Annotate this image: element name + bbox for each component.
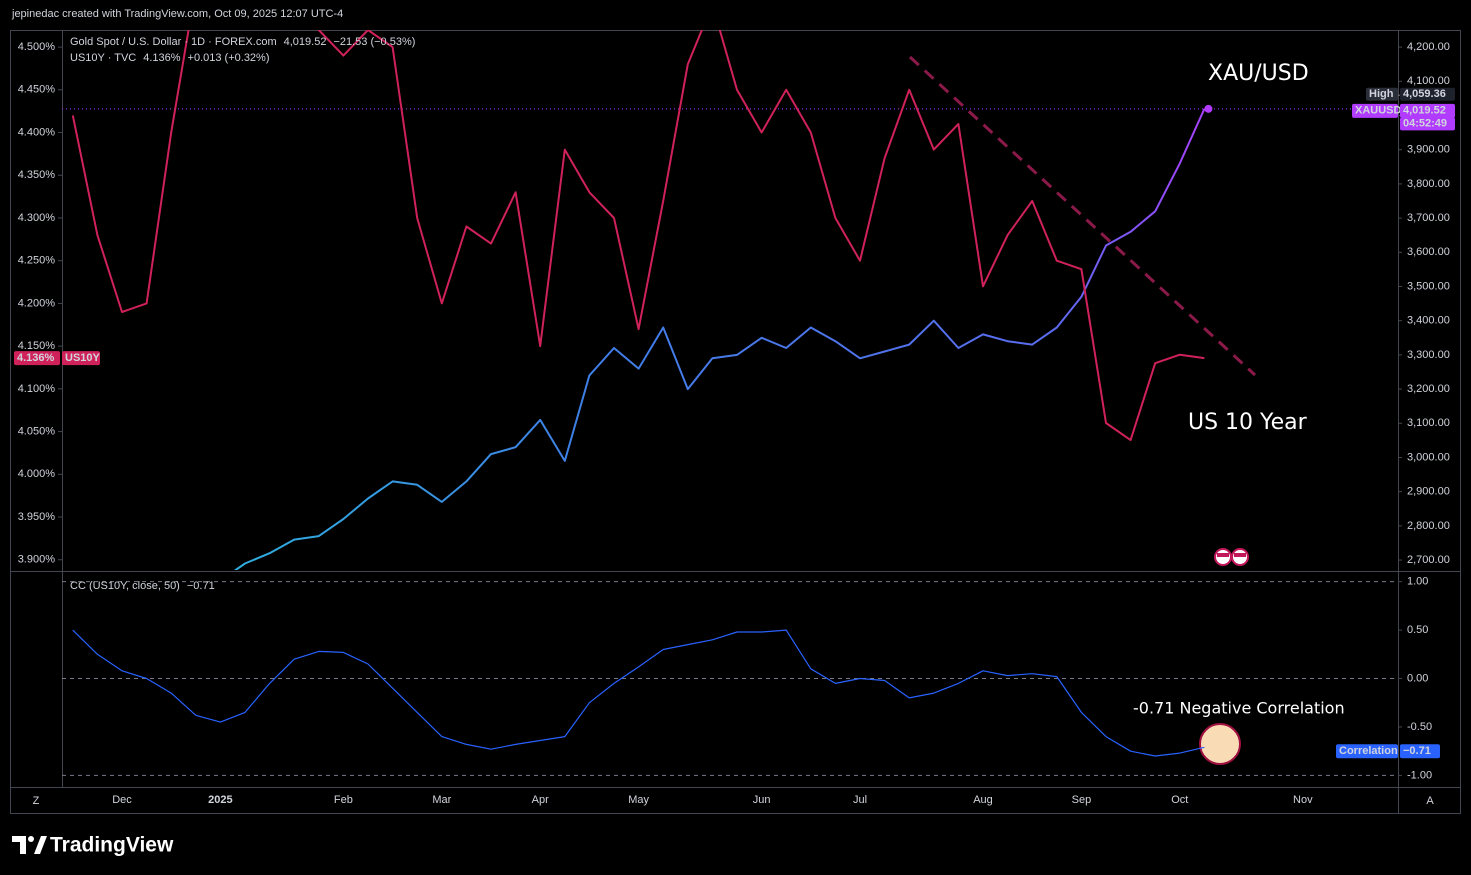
x-tick-label: 2025 [208,794,232,806]
y2-tick-label: 4,200.00 [1407,41,1450,53]
scale-button[interactable]: A [1426,795,1434,807]
y-tick-label: 4.100% [18,383,56,395]
legend-tag: Correlation [1339,745,1398,757]
brand-name: TradingView [50,834,174,857]
y-tick-label: 1.00 [1407,576,1428,588]
x-tick-label: Sep [1072,794,1092,806]
y-tick-label: 4.200% [18,297,56,309]
y-tick-label: -0.50 [1407,721,1432,733]
annotation: XAU/USD [1208,61,1309,86]
x-tick-label: Mar [432,794,451,806]
axis-label-box [14,351,60,366]
y-tick-label: 4.500% [18,41,56,53]
x-tick-label: Oct [1171,794,1188,806]
axis-label-box [1400,103,1455,118]
legend-text: CC (US10Y, close, 50) [70,580,180,592]
y-tick-label: 0.50 [1407,624,1428,636]
x-tick-label: Jul [853,794,867,806]
y2-tick-label: 3,100.00 [1407,417,1450,429]
legend-tag-box [1336,744,1398,759]
legend-text: 4,019.52 [284,36,327,48]
y2-tick-label: 3,300.00 [1407,349,1450,361]
line [71,30,1205,442]
y2-tick-label: 3,600.00 [1407,246,1450,258]
y2-tick-label: 2,900.00 [1407,486,1450,498]
axis-label-box [1400,744,1440,759]
y-tick-label: 4.450% [18,84,56,96]
event-flags [1214,548,1249,566]
x-tick-label: Jun [753,794,771,806]
x-tick-label: Nov [1293,794,1313,806]
y2-tick-label: 4,100.00 [1407,75,1450,87]
trend-line [908,55,1257,377]
y-tick-label: 4.300% [18,212,56,224]
y-tick-label: 4.350% [18,169,56,181]
brand-logo [12,836,47,854]
x-tick-label: Feb [334,794,353,806]
axis-tag-box [62,351,100,366]
y-tick-label: 3.900% [18,554,56,566]
axis-label: 4,019.52 [1403,105,1446,117]
axis-label: 4.136% [17,352,55,364]
highlight-circle [1199,723,1241,765]
axis-tag-box [1352,103,1398,118]
scale-button[interactable]: Z [33,795,40,807]
high-label-box [1400,87,1455,101]
x-tick-label: Aug [973,794,993,806]
high-tag-box [1366,87,1398,101]
legend-text: Gold Spot / U.S. Dollar · 1D · FOREX.com [70,36,277,48]
y-tick-label: 4.250% [18,255,56,267]
axis-label: −0.71 [1403,745,1431,757]
legend-text: US10Y · TVC [70,52,136,64]
countdown-box [1400,117,1455,131]
y-tick-label: 4.050% [18,425,56,437]
y-tick-label: -1.00 [1407,769,1432,781]
series [233,108,1206,570]
y2-tick-label: 3,400.00 [1407,315,1450,327]
y2-tick-label: 3,700.00 [1407,212,1450,224]
y-tick-label: 4.400% [18,126,56,138]
frame [10,30,1461,814]
y2-tick-label: 3,500.00 [1407,280,1450,292]
y-tick-label: 3.950% [18,511,56,523]
y2-tick-label: 3,000.00 [1407,451,1450,463]
last-point [1204,104,1213,113]
x-tick-label: Dec [112,794,132,806]
annotation: -0.71 Negative Correlation [1133,699,1345,718]
y2-tick-label: 3,900.00 [1407,144,1450,156]
y2-tick-label: 3,200.00 [1407,383,1450,395]
high-tag: High [1369,88,1394,100]
header: jepinedac created with TradingView.com, … [11,8,343,20]
series [72,629,1205,757]
annotation: US 10 Year [1188,410,1308,435]
series [71,30,1205,442]
legend-text: 4.136% [143,52,181,64]
line [233,108,1206,570]
axis-tag: US10Y [65,352,101,364]
x-tick-label: May [628,794,649,806]
legend-text: −21.53 (−0.53%) [333,36,415,48]
y-tick-label: 0.00 [1407,672,1428,684]
y-tick-label: 4.000% [18,468,56,480]
axis-tag: XAUUSD [1355,105,1402,117]
y2-tick-label: 2,800.00 [1407,520,1450,532]
legend-text: −0.71 [187,580,215,592]
y-tick-label: 4.150% [18,340,56,352]
high-label: 4,059.36 [1403,88,1446,100]
legend-text: +0.013 (+0.32%) [188,52,270,64]
countdown: 04:52:49 [1403,118,1447,130]
line [72,629,1205,757]
x-tick-label: Apr [532,794,549,806]
y2-tick-label: 2,700.00 [1407,554,1450,566]
y2-tick-label: 3,800.00 [1407,178,1450,190]
